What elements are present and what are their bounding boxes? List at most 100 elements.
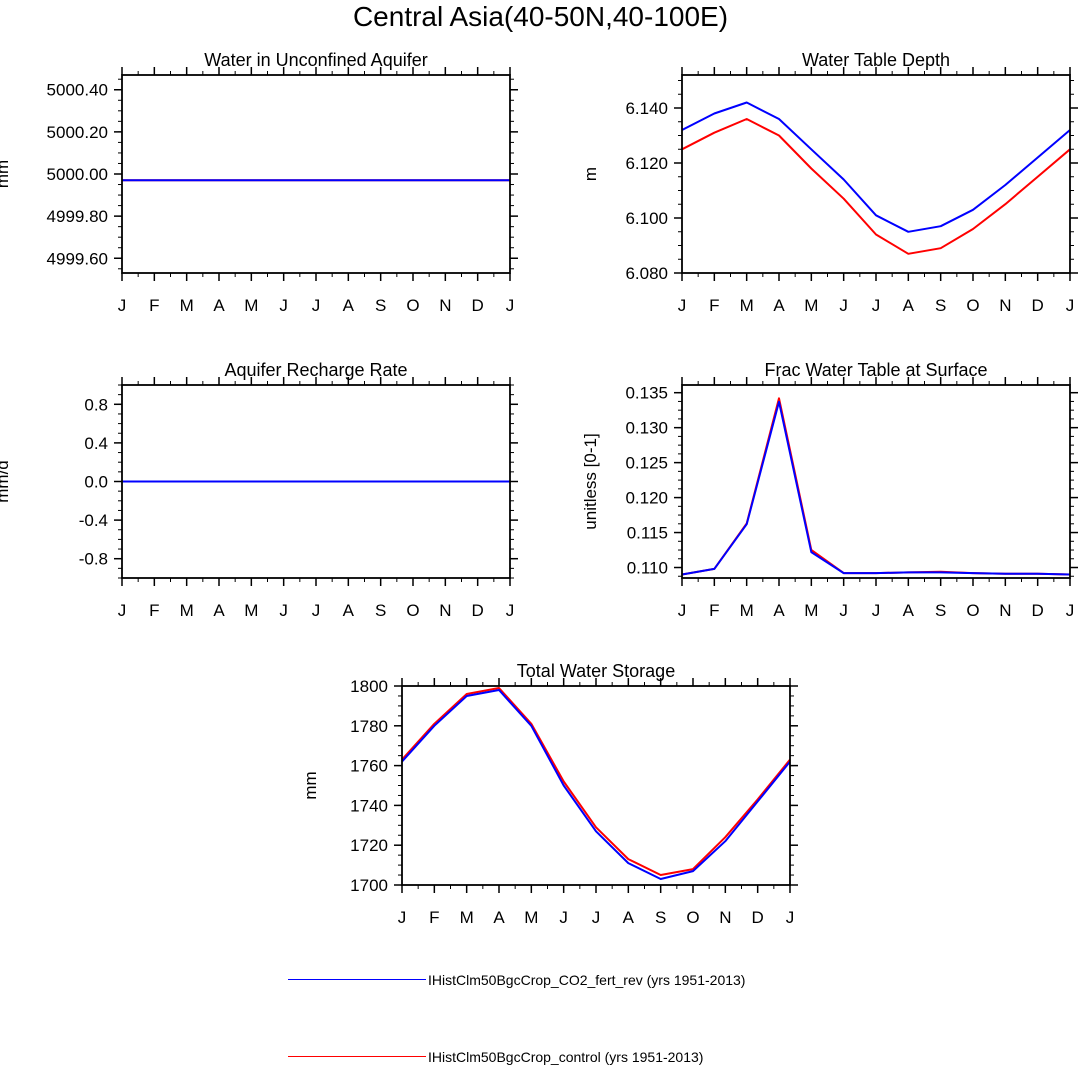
- y-axis-label: unitless [0-1]: [581, 433, 600, 529]
- x-tick-label: M: [740, 296, 754, 315]
- y-tick-label: 0.0: [84, 473, 108, 492]
- x-tick-label: A: [903, 601, 915, 620]
- y-tick-label: 1760: [350, 757, 388, 776]
- x-tick-label: J: [312, 601, 321, 620]
- y-tick-label: 1780: [350, 717, 388, 736]
- x-tick-label: A: [493, 908, 505, 927]
- x-tick-label: J: [872, 601, 881, 620]
- y-tick-label: -0.8: [79, 550, 108, 569]
- x-tick-label: S: [375, 296, 386, 315]
- x-tick-label: D: [472, 601, 484, 620]
- y-tick-label: 5000.20: [47, 123, 108, 142]
- x-tick-label: D: [1032, 296, 1044, 315]
- x-tick-label: N: [439, 601, 451, 620]
- series-line-co2-fert-rev: [681, 101, 1071, 233]
- x-tick-label: J: [118, 601, 127, 620]
- x-tick-label: J: [1066, 601, 1075, 620]
- legend-label-control: IHistClm50BgcCrop_control (yrs 1951-2013…: [428, 1049, 704, 1065]
- y-tick-label: 4999.60: [47, 249, 108, 268]
- x-tick-label: J: [118, 296, 127, 315]
- x-tick-label: M: [244, 601, 258, 620]
- panel-title: Water in Unconfined Aquifer: [204, 50, 427, 70]
- plot-frame: [681, 74, 1071, 274]
- y-tick-label: 5000.40: [47, 81, 108, 100]
- x-tick-label: O: [406, 601, 419, 620]
- x-tick-label: J: [592, 908, 601, 927]
- x-tick-label: F: [149, 296, 159, 315]
- x-tick-label: S: [375, 601, 386, 620]
- y-tick-label: 0.120: [625, 489, 668, 508]
- y-axis-label: mm: [301, 771, 320, 799]
- x-tick-label: S: [655, 908, 666, 927]
- x-tick-label: A: [903, 296, 915, 315]
- x-tick-label: N: [719, 908, 731, 927]
- x-tick-label: O: [966, 601, 979, 620]
- x-tick-label: N: [999, 601, 1011, 620]
- plot-frame: [121, 74, 511, 274]
- series-line-co2-fert-rev: [681, 400, 1071, 576]
- x-tick-label: D: [752, 908, 764, 927]
- y-tick-label: 1720: [350, 836, 388, 855]
- x-tick-label: M: [244, 296, 258, 315]
- y-tick-label: 1700: [350, 876, 388, 895]
- x-tick-label: M: [180, 601, 194, 620]
- y-tick-label: 0.4: [84, 434, 108, 453]
- x-tick-label: J: [678, 601, 687, 620]
- y-tick-label: 6.100: [625, 209, 668, 228]
- y-tick-label: 6.120: [625, 154, 668, 173]
- panel-title: Frac Water Table at Surface: [764, 360, 987, 380]
- x-tick-label: A: [343, 296, 355, 315]
- x-tick-label: A: [773, 296, 785, 315]
- y-tick-label: 0.8: [84, 395, 108, 414]
- y-tick-label: 5000.00: [47, 165, 108, 184]
- y-axis-label: mm/d: [0, 460, 12, 503]
- x-tick-label: J: [312, 296, 321, 315]
- plot-frame: [681, 384, 1071, 579]
- x-tick-label: J: [279, 601, 288, 620]
- x-tick-label: D: [1032, 601, 1044, 620]
- x-tick-label: A: [213, 296, 225, 315]
- x-tick-label: J: [559, 908, 568, 927]
- x-tick-label: O: [686, 908, 699, 927]
- series-line-control: [681, 397, 1071, 576]
- x-tick-label: J: [1066, 296, 1075, 315]
- x-tick-label: O: [966, 296, 979, 315]
- x-tick-label: A: [213, 601, 225, 620]
- y-tick-label: -0.4: [79, 511, 108, 530]
- y-tick-label: 1800: [350, 677, 388, 696]
- series-line-control: [401, 687, 791, 876]
- y-tick-label: 0.135: [625, 384, 668, 403]
- x-tick-label: S: [935, 601, 946, 620]
- x-tick-label: D: [472, 296, 484, 315]
- x-tick-label: J: [506, 601, 515, 620]
- plot-frame: [121, 384, 511, 579]
- x-tick-label: N: [999, 296, 1011, 315]
- x-tick-label: F: [149, 601, 159, 620]
- x-tick-label: M: [180, 296, 194, 315]
- series-line-control: [681, 118, 1071, 255]
- panel-title: Water Table Depth: [802, 50, 950, 70]
- x-tick-label: J: [872, 296, 881, 315]
- x-tick-label: F: [709, 601, 719, 620]
- y-tick-label: 6.140: [625, 99, 668, 118]
- legend-line-control: [288, 1056, 426, 1057]
- y-tick-label: 4999.80: [47, 207, 108, 226]
- legend-line-co2-fert-rev: [288, 979, 426, 980]
- x-tick-label: J: [839, 296, 848, 315]
- x-tick-label: M: [740, 601, 754, 620]
- plot-frame: [401, 685, 791, 886]
- y-tick-label: 0.115: [627, 524, 668, 543]
- y-tick-label: 6.080: [625, 264, 668, 283]
- x-tick-label: A: [343, 601, 355, 620]
- x-tick-label: M: [804, 296, 818, 315]
- x-tick-label: J: [839, 601, 848, 620]
- y-axis-label: mm: [0, 160, 12, 188]
- x-tick-label: M: [460, 908, 474, 927]
- x-tick-label: M: [524, 908, 538, 927]
